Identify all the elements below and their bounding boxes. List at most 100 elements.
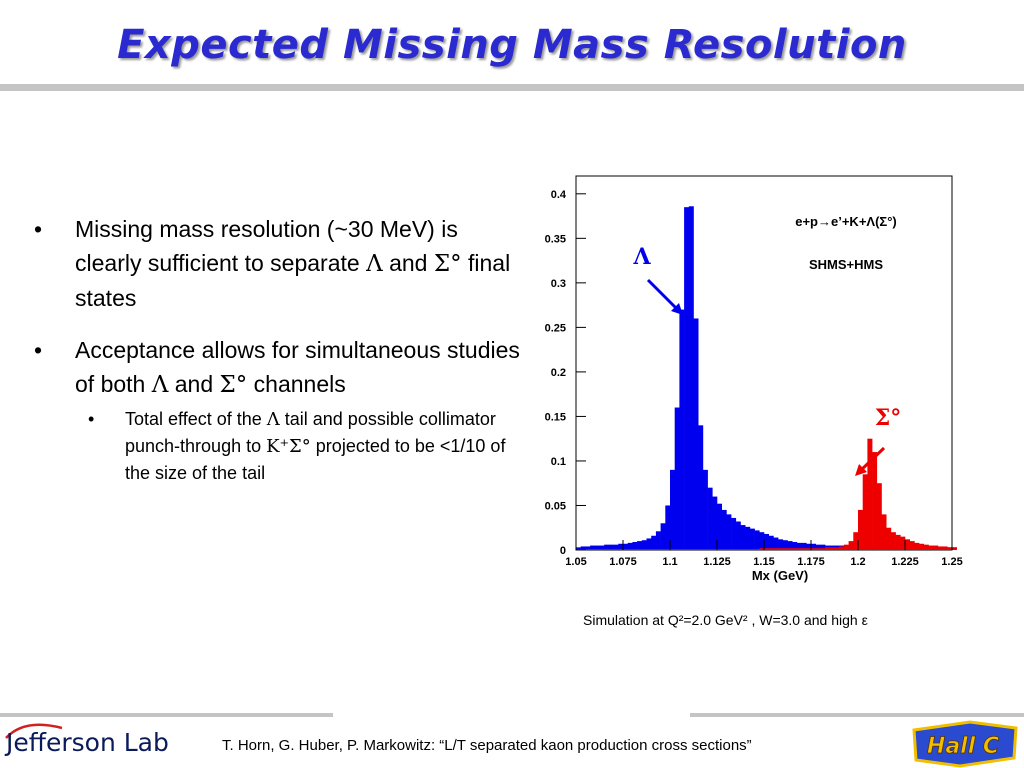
lambda-histogram-bar — [594, 545, 600, 550]
lambda-arrow-head — [671, 303, 683, 315]
lambda-histogram-bar — [576, 547, 581, 550]
lambda-histogram-bar — [613, 544, 619, 550]
svg-text:Hall C: Hall C — [927, 734, 999, 759]
lambda-histogram-bar — [665, 505, 671, 550]
lambda-histogram-bar — [641, 540, 647, 550]
sigma-histogram-bar — [627, 549, 633, 550]
title-divider — [0, 84, 1024, 91]
bullet-list: • Missing mass resolution (~30 MeV) is c… — [30, 212, 530, 487]
lambda-histogram-bar — [782, 540, 788, 550]
x-tick-label: 1.175 — [797, 556, 825, 568]
sigma-histogram-bar — [749, 549, 755, 550]
sigma-histogram-bar — [735, 549, 741, 550]
sigma-histogram-bar — [717, 549, 722, 550]
lambda-histogram-bar — [801, 542, 807, 550]
simulation-caption: Simulation at Q²=2.0 GeV² , W=3.0 and hi… — [583, 612, 868, 628]
sub-bullet-text: projected to be <1/10 of the size of the… — [125, 436, 506, 483]
lambda-histogram-bar — [599, 545, 605, 550]
sigma-histogram-bar — [613, 549, 619, 550]
lambda-histogram-bar — [778, 539, 784, 550]
sigma-histogram-bar — [632, 549, 638, 550]
sigma-histogram-bar — [768, 548, 774, 550]
sigma-histogram-bar — [702, 549, 708, 550]
sigma-histogram-bar — [641, 549, 647, 550]
lambda-histogram-bar — [679, 309, 685, 550]
sigma-peak-label: Σ° — [875, 405, 902, 431]
sigma-histogram-bar — [594, 549, 600, 550]
sigma-histogram-bar — [862, 474, 868, 550]
sigma-histogram-bar — [655, 549, 661, 550]
lambda-histogram-bar — [627, 542, 633, 550]
slide-title: Expected Missing Mass Resolution — [117, 22, 907, 68]
bullet-text: final states — [75, 250, 511, 311]
bullet-text: Missing mass resolution (~30 MeV) is cle… — [75, 216, 458, 276]
bullet-text: and — [168, 371, 220, 397]
y-tick-label: 0 — [560, 545, 566, 557]
sigma-histogram-bar — [792, 548, 798, 550]
lambda-histogram-bar — [698, 425, 704, 550]
y-tick-label: 0.3 — [551, 278, 566, 290]
sigma-histogram-bar — [806, 548, 812, 550]
lambda-histogram-bar — [651, 535, 657, 550]
lambda-histogram-bar — [735, 521, 741, 550]
sigma-histogram-bar — [796, 548, 802, 550]
lambda-histogram-bar — [764, 533, 769, 550]
sigma-histogram-bar — [590, 549, 596, 550]
sigma-histogram-bar — [858, 509, 863, 550]
sigma-histogram-bar — [651, 549, 657, 550]
y-tick-label: 0.1 — [551, 456, 566, 468]
sigma-histogram-bar — [914, 542, 920, 550]
footer-citation: T. Horn, G. Huber, P. Markowitz: “L/T se… — [222, 737, 752, 754]
lambda-histogram-bar — [637, 541, 643, 550]
lambda-histogram-bar — [655, 531, 661, 550]
sigma-histogram-bar — [811, 548, 816, 550]
sigma-histogram-bar — [909, 541, 915, 550]
lambda-histogram-bar — [749, 528, 755, 550]
sigma-histogram-bar — [919, 543, 925, 550]
sigma-histogram-bar — [886, 527, 892, 550]
lambda-histogram-bar — [608, 544, 614, 550]
lambda-symbol: Λ — [151, 372, 169, 398]
lambda-histogram-bar — [721, 509, 727, 550]
x-tick-label: 1.075 — [609, 556, 637, 568]
sigma-histogram-bar — [867, 438, 873, 550]
sigma-histogram-bar — [905, 539, 910, 550]
y-tick-label: 0.15 — [545, 411, 566, 423]
lambda-histogram-bar — [754, 530, 760, 550]
sigma-histogram-bar — [764, 548, 769, 550]
lambda-peak-label: Λ — [632, 244, 651, 270]
lambda-histogram-bar — [623, 543, 628, 550]
sigma-histogram-bar — [679, 549, 685, 550]
lambda-histogram-bar — [702, 469, 708, 550]
spectrometer-label: SHMS+HMS — [809, 257, 883, 272]
lambda-histogram-bar — [815, 544, 821, 550]
bullet-marker: • — [34, 216, 43, 242]
lambda-histogram-bar — [773, 537, 779, 550]
sigma-symbol: Σ° — [433, 251, 462, 277]
sigma-histogram-bar — [745, 549, 751, 550]
lambda-histogram-bar — [580, 546, 586, 550]
sigma-histogram-bar — [698, 549, 704, 550]
sigma-histogram-bar — [688, 549, 694, 550]
lambda-histogram-bar — [796, 542, 802, 550]
bullet-item: • Missing mass resolution (~30 MeV) is c… — [30, 212, 530, 315]
lambda-histogram-bar — [759, 532, 765, 550]
plot-frame — [575, 175, 953, 551]
sigma-histogram-bar — [721, 549, 727, 550]
sigma-histogram-bar — [712, 549, 718, 550]
sigma-histogram-bar — [801, 548, 807, 550]
x-tick-label: 1.1 — [662, 556, 677, 568]
x-tick-label: 1.25 — [941, 556, 962, 568]
lambda-histogram-bar — [693, 318, 699, 550]
sub-bullet-text: tail and possible collimator punch-throu… — [125, 409, 496, 456]
sigma-histogram-bar — [707, 549, 713, 550]
sigma-histogram-bar — [890, 532, 896, 550]
sigma-histogram-bar — [834, 547, 840, 550]
sigma-histogram-bar — [726, 549, 732, 550]
sigma-histogram-bar — [608, 549, 614, 550]
sigma-histogram-bar — [731, 549, 737, 550]
reaction-label: e+p→e’+K+Λ(Σ°) — [795, 214, 897, 229]
sub-bullet-text: Total effect of the — [125, 409, 267, 429]
lambda-histogram-bar — [618, 543, 624, 550]
sigma-histogram-bar — [646, 549, 652, 550]
